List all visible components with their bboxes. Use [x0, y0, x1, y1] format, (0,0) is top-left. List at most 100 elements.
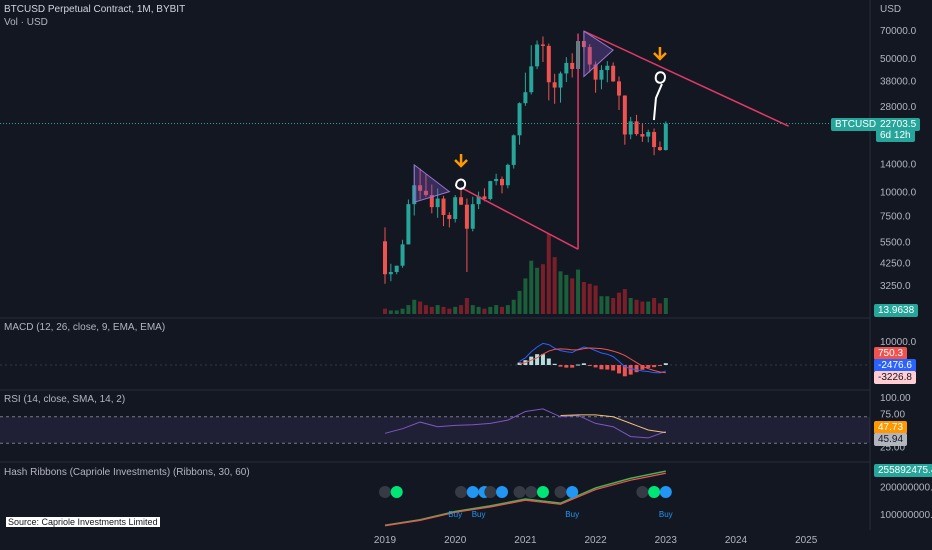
macd-histogram-bar — [611, 365, 616, 371]
hash-signal-dot — [513, 486, 526, 498]
candle-body — [657, 147, 662, 151]
volume-bar — [663, 298, 668, 314]
rsi-tick-label: 100.00 — [880, 393, 911, 404]
macd-histogram-bar — [628, 365, 633, 375]
macd-signal-line — [519, 347, 666, 374]
triangle-pattern — [413, 163, 451, 203]
x-axis-label: 2024 — [725, 535, 748, 546]
hash-signal-dot — [659, 486, 672, 498]
candle-body — [646, 132, 651, 137]
candle-body — [546, 45, 551, 83]
hash-signal-dot — [636, 486, 649, 498]
hash-signal-dot — [455, 486, 468, 498]
volume-bar — [500, 306, 504, 314]
price-tick-label: 10000.0 — [880, 188, 917, 199]
candle-body — [383, 241, 387, 275]
price-tick-label: 70000.0 — [880, 26, 917, 37]
candle-body — [464, 204, 469, 229]
candle-body — [476, 196, 481, 205]
candle-body — [500, 178, 504, 186]
rsi-tag: 47.73 — [874, 421, 908, 434]
macd-line — [519, 342, 666, 374]
rsi-title: RSI (14, close, SMA, 14, 2) — [4, 394, 126, 405]
candle-body — [552, 82, 557, 88]
volume-bar — [435, 305, 440, 314]
volume-bar — [441, 306, 446, 314]
volume-bar — [447, 308, 452, 314]
price-tick-label: 28000.0 — [880, 102, 917, 113]
volume-bar — [482, 308, 487, 314]
volume-bar — [570, 278, 575, 314]
macd-histogram-bar — [535, 354, 540, 365]
volume-bar — [529, 260, 534, 314]
rsi-sma-line — [560, 414, 666, 434]
x-axis-label: 2023 — [655, 535, 678, 546]
volume-bar — [470, 305, 475, 314]
candle-body — [529, 66, 534, 93]
price-tick-label: 3250.0 — [880, 281, 911, 292]
volume-bar — [394, 310, 399, 314]
currency-label: USD — [880, 4, 902, 15]
volume-bar — [453, 306, 458, 314]
candle-body — [652, 132, 657, 148]
chart-title: BTCUSD Perpetual Contract, 1M, BYBIT — [4, 4, 186, 15]
macd-signal-tag: -3226.8 — [874, 371, 916, 384]
price-tag: 22703.5 — [876, 118, 921, 131]
macd-histogram-bar — [576, 364, 581, 366]
white-annotation — [455, 178, 467, 190]
macd-histogram-bar — [646, 365, 651, 368]
candle-body — [447, 214, 452, 219]
hash-signal-dot — [379, 486, 391, 498]
price-tick-label: 50000.0 — [880, 54, 917, 65]
volume-bar — [523, 278, 528, 314]
hash-ribbon-slow — [384, 472, 666, 527]
symbol-tag: BTCUSD.P — [831, 118, 890, 131]
volume-bar — [628, 298, 633, 314]
candle-body — [435, 198, 440, 208]
volume-bar — [418, 301, 423, 314]
macd-histogram-bar — [599, 365, 604, 370]
countdown-tag: 6d 12h — [876, 129, 915, 142]
volume-bar — [464, 298, 469, 314]
white-annotation — [652, 71, 666, 121]
volume-bar — [511, 299, 516, 314]
macd-histogram-bar — [529, 356, 534, 365]
macd-histogram-bar — [657, 365, 662, 366]
trend-line — [460, 186, 579, 250]
candle-body — [400, 244, 405, 266]
candle-body — [593, 64, 598, 80]
candle-body — [429, 195, 434, 208]
candle-body — [599, 70, 604, 80]
candle-body — [511, 135, 516, 165]
candle-body — [570, 62, 575, 69]
rsi-band — [0, 416, 870, 444]
price-tick-label: 7500.0 — [880, 212, 911, 223]
macd-hist-tag: 750.3 — [874, 347, 908, 360]
volume-bar — [564, 274, 569, 314]
candle-body — [494, 178, 499, 182]
hash-ribbon-fast — [384, 470, 666, 526]
candle-body — [388, 272, 393, 275]
candle-body — [406, 204, 411, 245]
hash-signal-dot — [496, 486, 508, 498]
x-axis-label: 2021 — [514, 535, 537, 546]
macd-histogram-bar — [634, 365, 639, 373]
volume-bar — [652, 298, 657, 314]
candle-body — [640, 134, 645, 137]
volume-bar — [412, 299, 417, 314]
volume-bar — [593, 285, 598, 314]
candle-body — [634, 121, 639, 135]
volume-bar — [488, 306, 493, 314]
candle-body — [622, 95, 627, 135]
macd-line-tag: -2476.6 — [874, 359, 916, 372]
candle-body — [628, 121, 633, 135]
candle-body — [605, 65, 610, 71]
x-axis-label: 2020 — [444, 535, 467, 546]
volume-bar — [383, 308, 387, 314]
macd-histogram-bar — [552, 363, 557, 365]
volume-bar — [646, 301, 651, 314]
candle-body — [617, 81, 621, 96]
volume-bar — [576, 269, 581, 314]
